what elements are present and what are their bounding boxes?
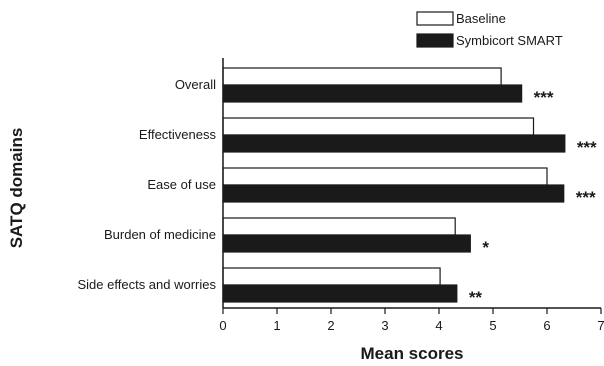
x-tick-label: 4: [435, 318, 442, 333]
axes: [222, 58, 602, 314]
x-axis-title: Mean scores: [361, 344, 464, 363]
significance-label: *: [482, 238, 489, 257]
x-tick-label: 6: [543, 318, 550, 333]
symbicort-smart-bar: [222, 284, 458, 303]
x-tick-label: 0: [219, 318, 226, 333]
legend: Baseline Symbicort SMART: [416, 11, 563, 48]
symbicort-smart-bar: [222, 234, 471, 253]
x-tick-labels: 0 1 2 3 4 5 6 7: [219, 318, 604, 333]
legend-swatch: [416, 33, 454, 48]
legend-swatch: [416, 11, 454, 26]
significance-label: ***: [576, 188, 596, 207]
x-tick-label: 5: [489, 318, 496, 333]
baseline-bar: [222, 267, 441, 286]
category-label: Effectiveness: [139, 127, 217, 142]
significance-label: ***: [534, 88, 554, 107]
baseline-bar: [222, 117, 535, 136]
legend-label: Baseline: [456, 11, 506, 26]
category-labels: Overall Effectiveness Ease of use Burden of…: [78, 77, 217, 292]
x-tick-label: 7: [597, 318, 604, 333]
baseline-bar: [222, 217, 456, 236]
y-axis-title: SATQ domains: [7, 128, 26, 249]
category-label: Overall: [175, 77, 216, 92]
baseline-bar: [222, 167, 548, 186]
significance-labels: ************: [469, 88, 597, 307]
significance-label: ***: [577, 138, 597, 157]
symbicort-smart-bar: [222, 84, 523, 103]
symbicort-smart-bar: [222, 184, 565, 203]
significance-label: **: [469, 288, 483, 307]
x-tick-label: 2: [327, 318, 334, 333]
category-label: Ease of use: [147, 177, 216, 192]
legend-label: Symbicort SMART: [456, 33, 563, 48]
baseline-bar: [222, 67, 502, 86]
x-tick-label: 3: [381, 318, 388, 333]
x-tick-label: 1: [273, 318, 280, 333]
bars: [222, 67, 566, 303]
symbicort-smart-bar: [222, 134, 566, 153]
category-label: Burden of medicine: [104, 227, 216, 242]
category-label: Side effects and worries: [78, 277, 217, 292]
